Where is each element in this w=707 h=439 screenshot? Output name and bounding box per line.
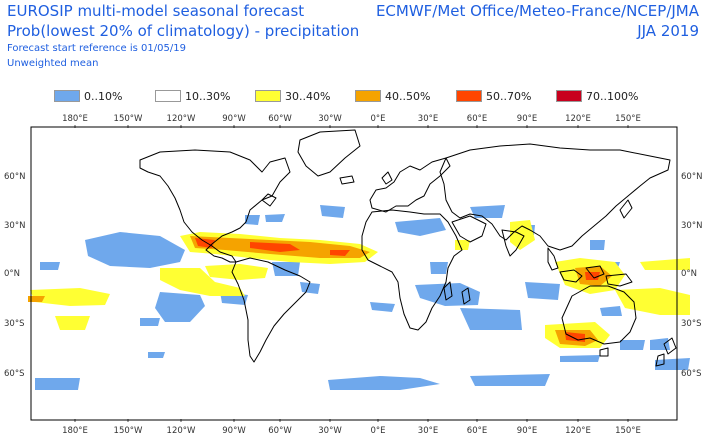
lon-tick-label: 120°W bbox=[167, 114, 196, 124]
legend-item: 0..10% bbox=[54, 88, 122, 104]
map-frame bbox=[30, 126, 678, 421]
legend: 0..10% 10..30% 30..40% 40..50% 50..70% 7… bbox=[0, 88, 707, 106]
legend-item: 30..40% bbox=[255, 88, 330, 104]
title-line-2: Prob(lowest 20% of climatology) - precip… bbox=[7, 22, 360, 40]
legend-swatch bbox=[456, 90, 482, 102]
legend-label: 50..70% bbox=[486, 89, 532, 103]
lat-labels-right: 60°N 30°N 0°N 30°S 60°S bbox=[681, 172, 702, 379]
legend-swatch bbox=[556, 90, 582, 102]
lat-tick-label: 30°S bbox=[4, 319, 24, 329]
lon-tick-label: 150°E bbox=[615, 426, 641, 436]
lon-tick-label: 120°E bbox=[565, 114, 591, 124]
lat-tick-label: 60°S bbox=[681, 369, 701, 379]
lat-tick-label: 30°S bbox=[681, 319, 701, 329]
lon-tick-label: 90°W bbox=[222, 426, 246, 436]
legend-swatch bbox=[54, 90, 80, 102]
legend-swatch bbox=[255, 90, 281, 102]
lon-tick-label: 0°E bbox=[370, 114, 385, 124]
lon-tick-label: 150°E bbox=[615, 114, 641, 124]
probability-shading bbox=[28, 205, 690, 390]
title-line-1: EUROSIP multi-model seasonal forecast bbox=[7, 2, 305, 20]
lon-tick-label: 150°W bbox=[114, 426, 143, 436]
lon-tick-label: 30°E bbox=[418, 114, 438, 124]
lon-tick-label: 180°E bbox=[62, 426, 88, 436]
lon-tick-label: 60°E bbox=[467, 114, 487, 124]
lon-labels-top: 180°E 150°W 120°W 90°W 60°W 30°W 0°E 30°… bbox=[62, 114, 641, 124]
lon-tick-label: 90°W bbox=[222, 114, 246, 124]
lon-tick-label: 150°W bbox=[114, 114, 143, 124]
lon-tick-label: 90°E bbox=[517, 426, 537, 436]
legend-item: 40..50% bbox=[355, 88, 430, 104]
legend-item: 70..100% bbox=[556, 88, 638, 104]
lon-tick-label: 60°W bbox=[268, 114, 292, 124]
lon-tick-label: 120°E bbox=[565, 426, 591, 436]
legend-item: 50..70% bbox=[456, 88, 531, 104]
coastlines bbox=[139, 129, 677, 367]
lon-tick-label: 120°W bbox=[167, 426, 196, 436]
lon-tick-label: 60°W bbox=[268, 426, 292, 436]
lat-labels-left: 60°N 30°N 0°N 30°S 60°S bbox=[4, 172, 25, 379]
forecast-reference: Forecast start reference is 01/05/19 bbox=[7, 43, 186, 54]
legend-label: 10..30% bbox=[185, 89, 231, 103]
lat-tick-label: 0°N bbox=[681, 269, 697, 279]
lon-tick-label: 90°E bbox=[517, 114, 537, 124]
mean-type: Unweighted mean bbox=[7, 58, 99, 69]
lat-tick-label: 30°N bbox=[4, 221, 25, 231]
centres-label: ECMWF/Met Office/Meteo-France/NCEP/JMA bbox=[375, 2, 699, 20]
season-label: JJA 2019 bbox=[637, 22, 699, 40]
lat-tick-label: 0°N bbox=[4, 269, 20, 279]
lon-tick-label: 180°E bbox=[62, 114, 88, 124]
lat-tick-label: 60°N bbox=[4, 172, 25, 182]
legend-item: 10..30% bbox=[155, 88, 230, 104]
legend-label: 30..40% bbox=[285, 89, 331, 103]
lon-tick-label: 60°E bbox=[467, 426, 487, 436]
legend-label: 40..50% bbox=[385, 89, 431, 103]
lon-tick-label: 0°E bbox=[370, 426, 385, 436]
lat-tick-label: 60°S bbox=[4, 369, 24, 379]
legend-swatch bbox=[355, 90, 381, 102]
lon-tick-label: 30°E bbox=[418, 426, 438, 436]
lat-tick-label: 60°N bbox=[681, 172, 702, 182]
lon-tick-label: 30°W bbox=[318, 426, 342, 436]
legend-label: 0..10% bbox=[84, 89, 123, 103]
lon-labels-bottom: 180°E 150°W 120°W 90°W 60°W 30°W 0°E 30°… bbox=[62, 426, 641, 436]
lon-tick-label: 30°W bbox=[318, 114, 342, 124]
legend-label: 70..100% bbox=[586, 89, 639, 103]
lat-tick-label: 30°N bbox=[681, 221, 702, 231]
legend-swatch bbox=[155, 90, 181, 102]
